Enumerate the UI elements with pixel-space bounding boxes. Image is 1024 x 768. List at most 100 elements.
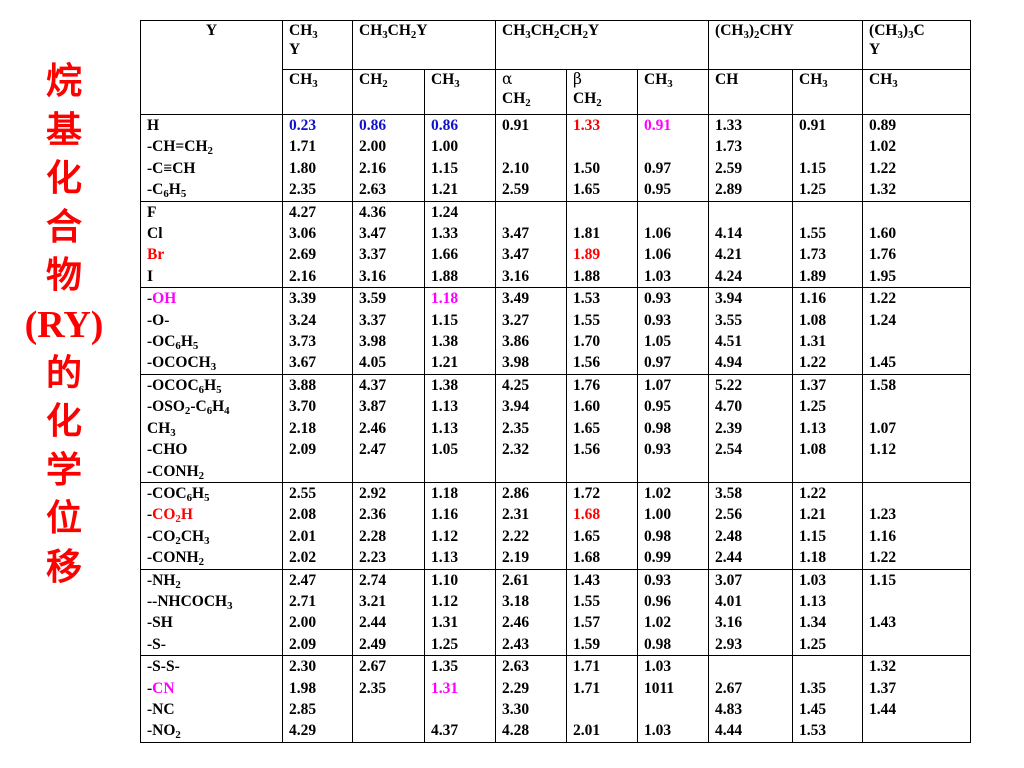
- shift-value: 3.47: [352, 223, 425, 245]
- shift-value: 3.47: [495, 244, 568, 266]
- substituent-cell: Cl: [140, 223, 283, 245]
- substituent-cell: -S-S-: [140, 655, 283, 678]
- header-compound: CH3CH2Y: [351, 20, 497, 70]
- header-row-compounds: Y CH3 Y CH3CH2Y CH3CH2CH2Y (CH3)2CHY (CH3)3C Y: [140, 20, 972, 115]
- table-row: -OCOCH3 3.67 4.05 1.21 3.98 1.56 0.97 4.94 1.22 1…: [140, 352, 972, 375]
- shift-value: 1.55: [566, 590, 639, 613]
- shift-value: [862, 481, 972, 505]
- table-row: -CONH2: [140, 460, 972, 483]
- shift-value: 3.24: [282, 309, 353, 332]
- shift-value: [862, 460, 972, 483]
- header-position: CH3: [862, 69, 972, 115]
- title-char: 合: [45, 206, 82, 248]
- shift-value: [566, 698, 639, 721]
- shift-value: 3.94: [708, 287, 794, 310]
- shift-value: 1.33: [423, 223, 497, 245]
- shift-value: 4.36: [352, 200, 425, 224]
- shift-value: 2.08: [282, 504, 353, 526]
- shift-value: 1.13: [423, 417, 497, 440]
- shift-value: 1.22: [862, 287, 972, 310]
- shift-value: 1.22: [862, 157, 972, 180]
- shift-value: 0.95: [637, 179, 710, 202]
- shift-value: 1.81: [566, 223, 639, 245]
- shift-value: 1.24: [862, 309, 972, 332]
- table-row: -NC 2.85 3.30 4.83 1.45 1.44: [140, 698, 972, 721]
- substituent-cell: -CO2CH3: [140, 525, 283, 548]
- header-position: CH3: [282, 69, 353, 115]
- shift-value: 3.21: [352, 590, 425, 613]
- shift-value: 0.93: [637, 439, 710, 461]
- shift-value: 1.02: [637, 612, 710, 634]
- shift-value: 1.15: [862, 568, 972, 591]
- table-row: -OH 3.39 3.59 1.18 3.49 1.53 0.93 3.94 1.16 1.22: [140, 287, 972, 310]
- substituent-cell: -CHO: [140, 439, 283, 461]
- shift-value: 2.67: [352, 655, 425, 678]
- header-y: Y: [140, 20, 283, 115]
- title-char: (RY): [24, 303, 104, 346]
- shift-value: [792, 460, 864, 483]
- shift-value: 1.53: [792, 720, 864, 743]
- table-row: I 2.16 3.16 1.88 3.16 1.88 1.03 4.24 1.89 1.95: [140, 265, 972, 289]
- shift-value: 3.16: [495, 265, 568, 289]
- shift-value: 1.15: [423, 157, 497, 180]
- table-row: -OCOC6H5 3.88 4.37 1.38 4.25 1.76 1.07 5.22 1.37…: [140, 373, 972, 397]
- shift-value: 1.71: [282, 136, 353, 158]
- header-position: CH2: [352, 69, 425, 115]
- shift-value: 1.03: [637, 265, 710, 289]
- shift-value: 2.36: [352, 504, 425, 526]
- shift-value: 4.14: [708, 223, 794, 245]
- shift-value: 1.31: [423, 612, 497, 634]
- shift-value: 1.65: [566, 179, 639, 202]
- header-position: CH3: [637, 69, 710, 115]
- shift-value: 1.16: [862, 525, 972, 548]
- shift-value: 4.01: [708, 590, 794, 613]
- shift-value: 1.08: [792, 309, 864, 332]
- shift-value: 2.16: [282, 265, 353, 289]
- header-compound: (CH3)2CHY: [708, 20, 864, 70]
- shift-value: 1.65: [566, 525, 639, 548]
- table-row: -NO2 4.29 4.37 4.28 2.01 1.03 4.44 1.53: [140, 720, 972, 743]
- shift-value: 3.37: [352, 244, 425, 266]
- shift-value: [862, 396, 972, 418]
- shift-value: 1.03: [637, 720, 710, 743]
- shift-value: 2.35: [282, 179, 353, 202]
- table-row: -CN 1.98 2.35 1.31 2.29 1.71 1011 2.67 1.35 1.37: [140, 677, 972, 699]
- header-compound: (CH3)3C Y: [862, 20, 972, 70]
- shift-value: 3.55: [708, 309, 794, 332]
- shift-value: 3.98: [495, 352, 568, 375]
- shift-value: 2.56: [708, 504, 794, 526]
- shift-value: 0.93: [637, 568, 710, 591]
- shift-value: 1.15: [792, 157, 864, 180]
- shift-value: 1.38: [423, 373, 497, 397]
- shift-value: 3.94: [495, 396, 568, 418]
- shift-value: 2.86: [495, 481, 568, 505]
- table-row: -COC6H5 2.55 2.92 1.18 2.86 1.72 1.02 3.58 1.22: [140, 481, 972, 505]
- shift-value: 1.15: [423, 309, 497, 332]
- shift-value: 3.49: [495, 287, 568, 310]
- shift-value: 1.16: [792, 287, 864, 310]
- shift-value: 1.53: [566, 287, 639, 310]
- shift-value: 1.03: [637, 655, 710, 678]
- shift-value: 0.98: [637, 633, 710, 657]
- shift-value: 1.50: [566, 157, 639, 180]
- shift-value: 2.92: [352, 481, 425, 505]
- shift-value: 1.12: [423, 525, 497, 548]
- shift-value: 2.00: [352, 136, 425, 158]
- shift-value: 1.45: [862, 352, 972, 375]
- shift-value: 1.25: [792, 179, 864, 202]
- shift-value: [566, 460, 639, 483]
- shift-value: 2.35: [352, 677, 425, 699]
- title-char: 的: [45, 352, 82, 394]
- shift-value: 2.63: [495, 655, 568, 678]
- shift-value: 1.21: [423, 352, 497, 375]
- title-char: 物: [45, 255, 82, 297]
- title-char: 位: [45, 498, 82, 540]
- substituent-cell: CH3: [140, 417, 283, 440]
- shift-value: 3.39: [282, 287, 353, 310]
- substituent-cell: -CH=CH2: [140, 136, 283, 158]
- shift-value: [352, 460, 425, 483]
- shift-value: 1.70: [566, 331, 639, 353]
- shift-value: 1.59: [566, 633, 639, 657]
- shift-value: 1.25: [792, 633, 864, 657]
- table-row: -CH=CH2 1.71 2.00 1.00 1.73 1.02: [140, 136, 972, 158]
